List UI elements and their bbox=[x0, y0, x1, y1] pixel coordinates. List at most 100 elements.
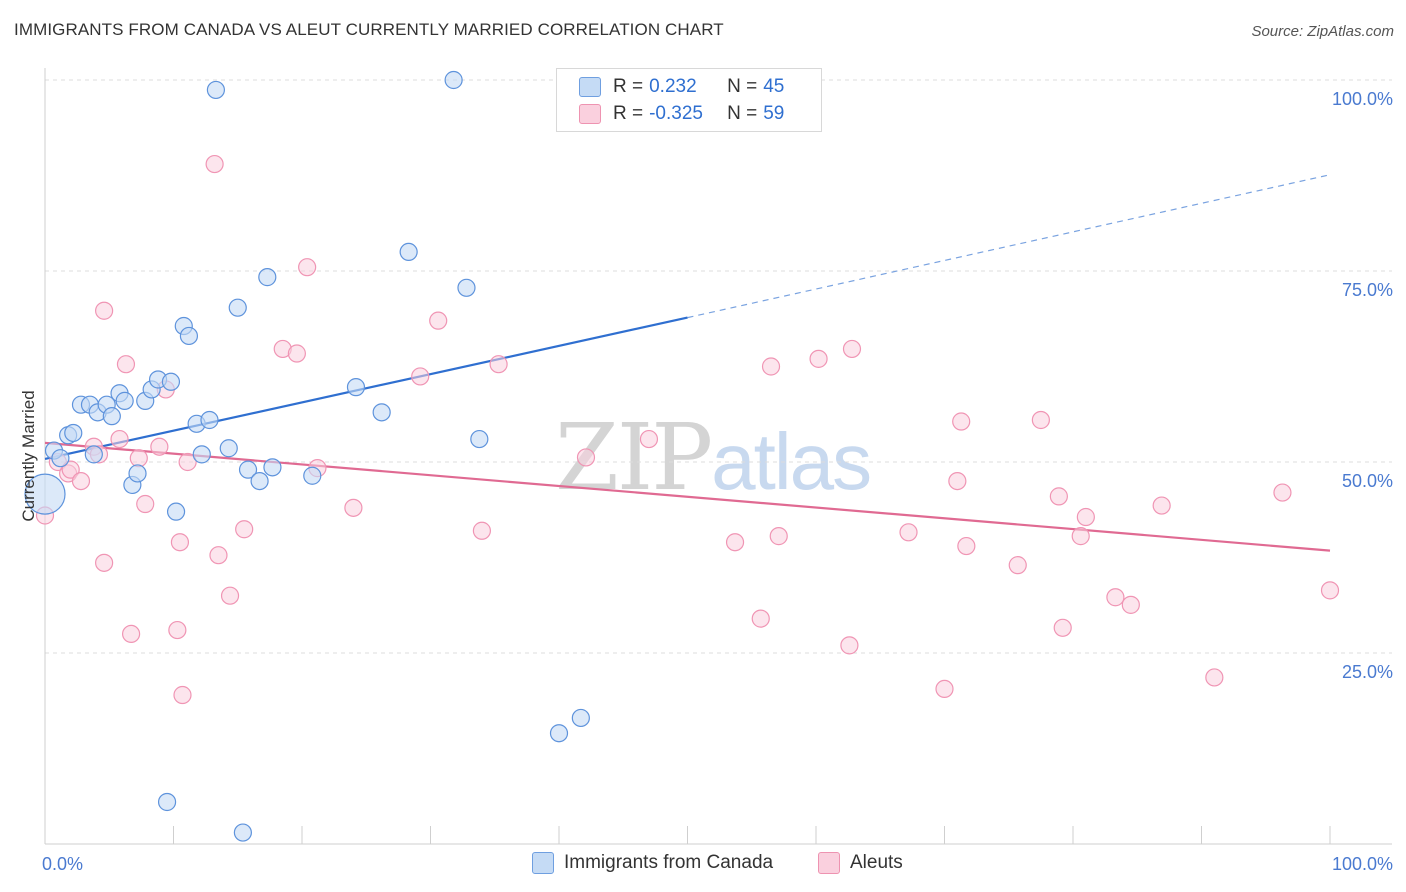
point-canada bbox=[51, 449, 70, 468]
point-aleuts bbox=[1320, 581, 1340, 600]
point-canada bbox=[161, 372, 181, 391]
point-aleuts bbox=[205, 154, 224, 174]
point-aleuts bbox=[1031, 410, 1050, 430]
gridlines bbox=[45, 79, 1392, 654]
point-aleuts bbox=[61, 460, 80, 479]
point-canada bbox=[166, 502, 186, 521]
point-aleuts bbox=[751, 609, 770, 628]
series-label-canada: Immigrants from Canada bbox=[564, 852, 774, 873]
legend-r-label: R = bbox=[613, 103, 644, 124]
point-canada bbox=[444, 70, 463, 90]
x-tick-label: 100.0% bbox=[1332, 854, 1393, 874]
legend-r-value: -0.325 bbox=[649, 103, 703, 124]
point-canada bbox=[84, 445, 103, 464]
point-aleuts bbox=[952, 412, 971, 431]
point-aleuts bbox=[769, 527, 788, 546]
data-points bbox=[24, 70, 1340, 842]
point-canada bbox=[200, 410, 219, 430]
point-canada bbox=[399, 242, 418, 261]
point-aleuts bbox=[95, 301, 114, 320]
legend-n-value: 45 bbox=[763, 76, 785, 97]
legend-r-label: R = bbox=[613, 76, 644, 97]
x-tick-label: 0.0% bbox=[42, 854, 83, 874]
point-aleuts bbox=[136, 494, 155, 514]
point-aleuts bbox=[287, 344, 306, 363]
point-canada bbox=[206, 80, 226, 100]
point-aleuts bbox=[761, 357, 781, 376]
series-legend: Immigrants from Canada Aleuts bbox=[0, 852, 1406, 878]
point-aleuts bbox=[168, 620, 187, 640]
point-canada bbox=[258, 268, 277, 287]
point-aleuts bbox=[220, 586, 240, 605]
point-canada bbox=[372, 403, 391, 422]
point-canada bbox=[219, 439, 238, 458]
point-canada bbox=[263, 458, 282, 477]
point-aleuts bbox=[71, 472, 91, 491]
point-canada bbox=[228, 298, 247, 317]
tick-labels: 25.0% 50.0% 75.0% 100.0% 0.0% 100.0% bbox=[42, 89, 1393, 874]
point-aleuts bbox=[429, 311, 448, 330]
legend-n-value: 59 bbox=[763, 103, 785, 124]
y-tick-label: 100.0% bbox=[1332, 89, 1393, 109]
point-aleuts bbox=[178, 452, 197, 472]
point-aleuts bbox=[1121, 595, 1140, 614]
trend-line-aleuts bbox=[44, 441, 1331, 552]
point-canada bbox=[192, 445, 211, 464]
trend-line-canada bbox=[44, 316, 688, 461]
point-aleuts bbox=[472, 521, 491, 540]
point-aleuts bbox=[121, 624, 141, 644]
point-aleuts bbox=[639, 429, 659, 449]
series-swatch-aleuts bbox=[818, 852, 840, 874]
y-tick-label: 25.0% bbox=[1342, 662, 1393, 682]
point-aleuts bbox=[116, 355, 136, 374]
trend-lines bbox=[44, 174, 1331, 552]
point-canada bbox=[24, 473, 66, 515]
series-legend-canada[interactable]: Immigrants from Canada bbox=[532, 852, 773, 874]
point-canada bbox=[303, 466, 322, 485]
point-aleuts bbox=[809, 349, 828, 368]
point-canada bbox=[470, 429, 489, 449]
legend-n-label: N = bbox=[727, 76, 758, 97]
point-canada bbox=[179, 326, 199, 346]
point-canada bbox=[457, 278, 476, 297]
point-canada bbox=[250, 472, 269, 491]
point-aleuts bbox=[899, 523, 918, 542]
series-swatch-canada bbox=[532, 852, 554, 874]
correlation-legend: R = 0.232 N = 45 R = -0.325 N = 59 bbox=[556, 68, 822, 132]
legend-swatch-canada bbox=[579, 77, 601, 97]
point-aleuts bbox=[1053, 618, 1072, 637]
point-aleuts bbox=[1071, 527, 1090, 546]
series-legend-aleuts[interactable]: Aleuts bbox=[818, 852, 903, 874]
point-aleuts bbox=[840, 636, 859, 655]
point-aleuts bbox=[1273, 483, 1292, 502]
legend-swatch-aleuts bbox=[579, 104, 601, 124]
point-canada bbox=[115, 391, 134, 410]
point-aleuts bbox=[150, 437, 169, 456]
y-tick-label: 50.0% bbox=[1342, 471, 1393, 491]
point-aleuts bbox=[209, 546, 228, 565]
legend-row-aleuts: R = -0.325 N = 59 bbox=[579, 101, 784, 127]
point-aleuts bbox=[411, 367, 430, 386]
y-axis-label: Currently Married bbox=[19, 390, 38, 521]
point-aleuts bbox=[725, 533, 745, 552]
point-canada bbox=[549, 724, 569, 743]
point-canada bbox=[102, 407, 121, 426]
chart-title: IMMIGRANTS FROM CANADA VS ALEUT CURRENTL… bbox=[14, 20, 724, 39]
trend-line-canada-projection bbox=[687, 174, 1331, 319]
point-aleuts bbox=[344, 498, 363, 517]
point-canada bbox=[64, 423, 83, 443]
chart-source: Source: ZipAtlas.com bbox=[1251, 23, 1394, 40]
point-aleuts bbox=[1205, 668, 1224, 687]
point-aleuts bbox=[489, 355, 508, 374]
point-canada bbox=[233, 823, 252, 842]
legend-n-label: N = bbox=[727, 103, 758, 124]
point-canada bbox=[128, 464, 147, 483]
point-aleuts bbox=[1008, 556, 1027, 575]
point-aleuts bbox=[235, 520, 254, 539]
legend-row-canada: R = 0.232 N = 45 bbox=[579, 74, 784, 100]
y-tick-label: 75.0% bbox=[1342, 280, 1393, 300]
point-aleuts bbox=[173, 685, 192, 705]
point-aleuts bbox=[110, 429, 129, 449]
point-aleuts bbox=[935, 679, 954, 699]
